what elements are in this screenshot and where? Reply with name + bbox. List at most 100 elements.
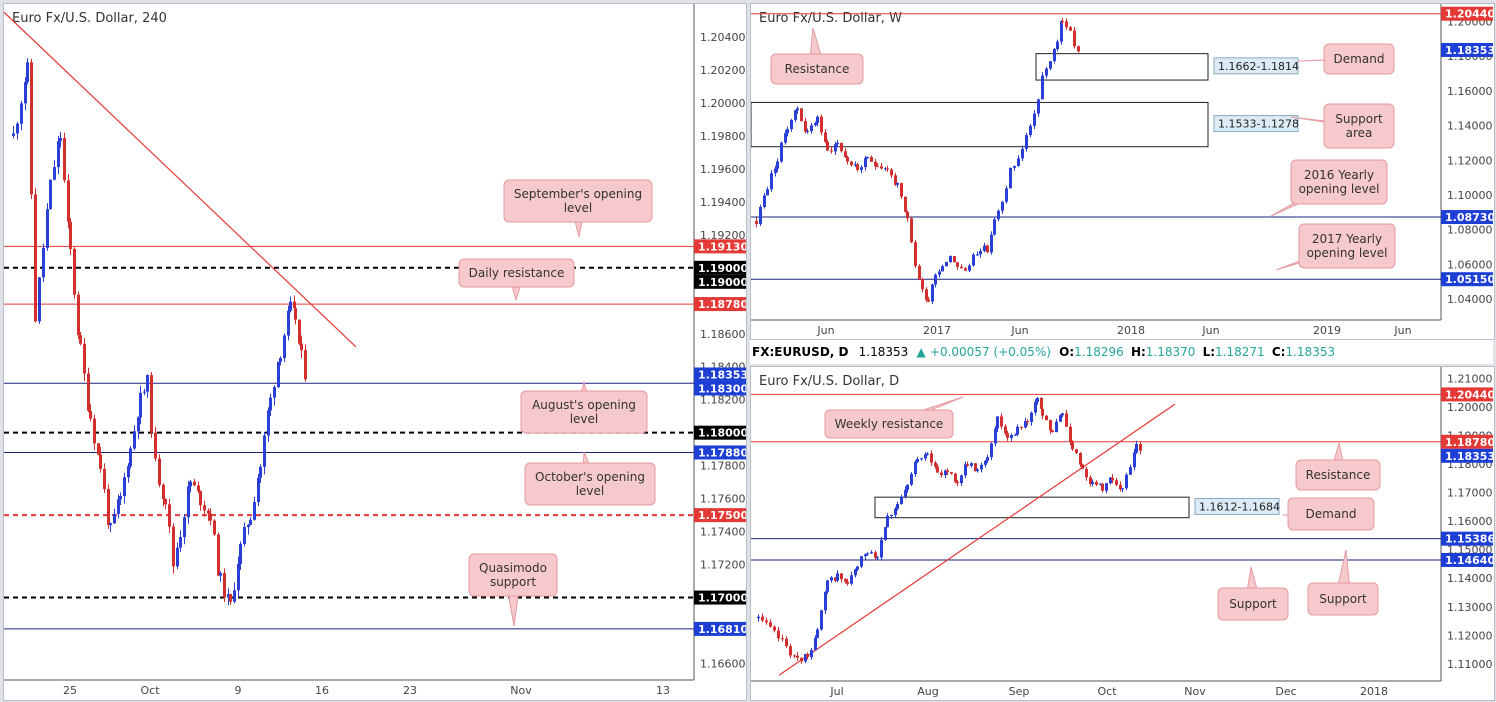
candle-down	[844, 151, 847, 158]
candle-down	[1051, 430, 1054, 433]
time-tick-label: Nov	[1184, 685, 1206, 698]
candle-up	[854, 164, 857, 166]
annotation-text: opening level	[1299, 182, 1380, 196]
candle-up	[1014, 434, 1017, 436]
candle-down	[921, 279, 924, 290]
candle-down	[781, 638, 784, 640]
price-tick-label: 1.10000	[1447, 189, 1493, 202]
annotation-text: Support	[1335, 112, 1383, 126]
price-tick-label: 1.14000	[1447, 572, 1493, 585]
candle-up	[986, 457, 989, 461]
price-tag	[694, 621, 746, 636]
candle-down	[87, 373, 90, 411]
candle-up	[227, 594, 230, 598]
price-tick-label: 1.20400	[700, 31, 746, 44]
zone-label: 1.1662-1.1814	[1218, 60, 1299, 73]
price-tag-label: 1.18300	[698, 382, 746, 395]
candle-down	[777, 630, 780, 639]
price-tag	[694, 260, 746, 275]
candle-up	[139, 392, 142, 418]
h4-chart-panel[interactable]: Euro Fx/U.S. Dollar, 2401.166001.168001.…	[3, 3, 747, 701]
candle-up	[133, 431, 136, 449]
price-tick-label: 1.17000	[1447, 487, 1493, 500]
price-tag	[1441, 531, 1493, 546]
daily-chart-panel[interactable]: Euro Fx/U.S. Dollar, D 1.11000 1.12000 1.13…	[750, 366, 1495, 701]
price-tick-label: 1.21000	[1447, 372, 1493, 385]
candle-down	[890, 169, 893, 176]
annotation-text: opening level	[1307, 246, 1388, 260]
candle-up	[996, 416, 999, 429]
candle-up	[247, 524, 250, 528]
candle-up	[1009, 167, 1012, 189]
candle-up	[976, 469, 979, 472]
price-tick-label: 1.11000	[1447, 658, 1493, 671]
daily-chart[interactable]: Euro Fx/U.S. Dollar, D 1.11000 1.12000 1.13…	[751, 367, 1494, 700]
candle-up	[766, 189, 769, 196]
price-tag	[694, 590, 746, 605]
candle-down	[820, 116, 823, 133]
candle-down	[1041, 408, 1044, 416]
candle-up	[233, 590, 236, 602]
candle-up	[1061, 413, 1064, 416]
candle-up	[279, 357, 282, 362]
candle-down	[953, 256, 956, 263]
annotation-text: 2016 Yearly	[1304, 168, 1374, 182]
candle-up	[57, 141, 60, 168]
annotation-text: Weekly resistance	[835, 417, 944, 431]
candle-down	[69, 221, 72, 249]
candle-down	[773, 626, 776, 631]
price-tag-label: 1.20440	[1445, 388, 1494, 401]
candle-down	[800, 657, 803, 662]
price-tick-label: 1.20000	[1447, 401, 1493, 414]
weekly-chart[interactable]: Euro Fx/U.S. Dollar, W 1.04000 1.06000 1.08…	[751, 4, 1494, 339]
candle-up	[979, 250, 982, 255]
candle-down	[894, 175, 897, 185]
annotation-box	[824, 409, 954, 439]
close-label: C:	[1271, 345, 1286, 359]
candle-up	[836, 573, 839, 581]
annotation-text: level	[570, 412, 599, 426]
price-tick-label: 1.19200	[700, 229, 746, 242]
candle-up	[287, 310, 290, 336]
annotation-box	[1217, 587, 1289, 621]
h4-chart[interactable]: Euro Fx/U.S. Dollar, 2401.166001.168001.…	[4, 4, 746, 700]
candle-down	[800, 108, 803, 122]
candle-down	[103, 468, 106, 490]
candle-down	[217, 534, 220, 576]
zone-box	[1035, 53, 1209, 81]
candle-up	[834, 144, 837, 152]
candle-down	[846, 157, 849, 162]
price-tag	[694, 239, 746, 254]
time-tick-label: Oct	[1097, 685, 1117, 698]
annotation-text: October's opening	[535, 470, 645, 484]
candle-up	[179, 537, 182, 548]
candle-down	[1119, 484, 1122, 490]
candle-down	[914, 242, 917, 266]
candle-up	[1121, 488, 1124, 490]
candle-down	[1095, 481, 1098, 485]
candle-up	[1037, 99, 1040, 114]
annotation-callout: Weekly resistance	[824, 396, 964, 439]
candle-up	[864, 554, 867, 557]
candle-down	[1085, 468, 1088, 478]
candle-up	[239, 543, 242, 564]
candle-down	[824, 132, 827, 142]
chart-title: Euro Fx/U.S. Dollar, 240	[12, 11, 167, 26]
weekly-chart-panel[interactable]: Euro Fx/U.S. Dollar, W 1.04000 1.06000 1.08…	[750, 3, 1495, 340]
candle-up	[866, 156, 869, 159]
candle-down	[886, 168, 889, 170]
candle-up	[964, 464, 967, 476]
candle-down	[769, 622, 772, 627]
price-tag	[694, 445, 746, 460]
candle-up	[886, 515, 889, 528]
candle-down	[1061, 21, 1064, 23]
candle-down	[974, 463, 977, 472]
candle-up	[117, 499, 120, 514]
candle-up	[794, 110, 797, 120]
candle-up	[187, 486, 190, 518]
candle-down	[164, 498, 167, 505]
candle-up	[259, 466, 262, 478]
candle-up	[1056, 41, 1059, 50]
